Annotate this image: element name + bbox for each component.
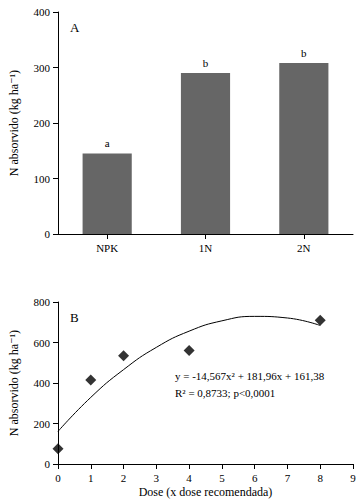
svg-text:2N: 2N xyxy=(297,242,311,254)
svg-text:2: 2 xyxy=(121,472,127,484)
svg-text:b: b xyxy=(301,47,307,59)
svg-text:200: 200 xyxy=(34,418,51,430)
svg-text:N absorvido (kg ha⁻¹): N absorvido (kg ha⁻¹) xyxy=(7,330,21,436)
svg-text:200: 200 xyxy=(34,117,51,129)
svg-text:N absorvido (kg ha⁻¹): N absorvido (kg ha⁻¹) xyxy=(7,70,21,176)
svg-text:a: a xyxy=(105,137,110,149)
svg-text:9: 9 xyxy=(350,472,356,484)
svg-text:400: 400 xyxy=(34,377,51,389)
svg-text:Dose (x dose recomendada): Dose (x dose recomendada) xyxy=(139,485,273,499)
svg-text:6: 6 xyxy=(252,472,258,484)
svg-text:1N: 1N xyxy=(199,242,213,254)
svg-text:B: B xyxy=(70,310,79,325)
svg-text:400: 400 xyxy=(34,6,51,18)
svg-text:3: 3 xyxy=(154,472,160,484)
svg-text:8: 8 xyxy=(317,472,323,484)
svg-text:5: 5 xyxy=(219,472,225,484)
svg-text:y = -14,567x² + 181,96x + 161,: y = -14,567x² + 181,96x + 161,38 xyxy=(175,370,325,382)
svg-text:7: 7 xyxy=(285,472,291,484)
svg-text:300: 300 xyxy=(34,62,51,74)
svg-text:1: 1 xyxy=(88,472,94,484)
svg-text:b: b xyxy=(203,57,209,69)
svg-text:A: A xyxy=(70,20,80,35)
svg-text:600: 600 xyxy=(34,337,51,349)
svg-text:0: 0 xyxy=(45,228,51,240)
svg-text:4: 4 xyxy=(186,472,192,484)
svg-text:800: 800 xyxy=(34,296,51,308)
svg-text:100: 100 xyxy=(34,173,51,185)
svg-text:NPK: NPK xyxy=(96,242,118,254)
svg-text:0: 0 xyxy=(55,472,61,484)
svg-text:0: 0 xyxy=(45,458,51,470)
svg-text:R² = 0,8733; p<0,0001: R² = 0,8733; p<0,0001 xyxy=(175,387,275,399)
